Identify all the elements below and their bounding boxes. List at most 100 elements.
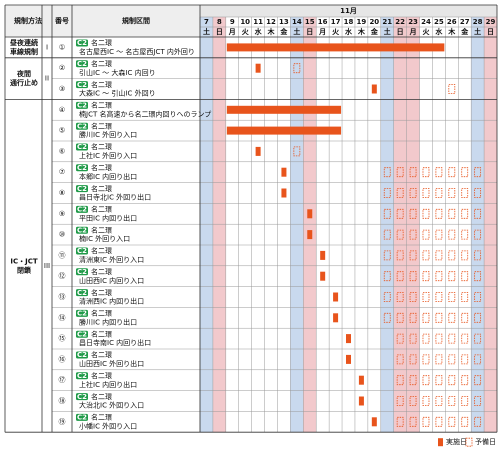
weekday-label: 月 [228, 28, 236, 36]
road-name: 名二環 [91, 371, 112, 380]
reserve-day [435, 271, 443, 282]
route-label: C2 [77, 226, 87, 234]
reserve-day [461, 188, 469, 198]
actual-day [346, 334, 351, 344]
row-number: ⑥ [59, 147, 65, 155]
reserve-day [461, 167, 469, 178]
weekday-label: 金 [460, 27, 469, 36]
day-label: 25 [434, 18, 444, 26]
actual-day [358, 375, 364, 385]
reserve-day [474, 396, 482, 406]
reserve-day [474, 354, 482, 365]
header-section: 規制区間 [122, 16, 150, 25]
reserve-day [396, 208, 404, 219]
route-badge [76, 393, 88, 401]
reserve-day [474, 167, 482, 178]
reserve-day [474, 208, 482, 219]
legend-reserve: 予備日 [475, 437, 496, 446]
reserve-day [474, 188, 482, 198]
weekday-label: 土 [203, 27, 210, 36]
road-name: 名二環 [91, 413, 112, 422]
section-name: 名古屋西IC ～ 名古屋西JCT 内外回り [79, 47, 195, 56]
group-numeral: II [45, 75, 49, 83]
route-badge [76, 372, 88, 380]
route-badge [76, 289, 88, 297]
reserve-day [383, 271, 391, 282]
route-badge [76, 205, 88, 213]
reserve-day [448, 312, 456, 323]
reserve-day [435, 292, 443, 302]
weekday-label: 日 [306, 28, 313, 36]
route-badge [76, 143, 88, 151]
road-name: 名二環 [91, 205, 112, 214]
section-name: 清洲西IC 内回り出口 [79, 297, 144, 306]
reserve-day [435, 250, 443, 261]
route-badge [76, 39, 88, 47]
route-label: C2 [77, 143, 87, 151]
reserve-day [396, 250, 404, 261]
reserve-day [409, 229, 417, 240]
weekday-label: 金 [279, 27, 288, 36]
reserve-day [461, 312, 469, 323]
reserve-day [396, 312, 404, 323]
weekday-label: 日 [397, 28, 404, 36]
reserve-day [396, 333, 404, 344]
group-label: IC・JCT [10, 257, 37, 265]
reserve-day [435, 416, 443, 427]
reserve-day [422, 167, 430, 178]
day-label: 13 [279, 18, 289, 26]
reserve-day [383, 312, 391, 323]
section-name: 大治北IC 外回り入口 [79, 401, 144, 410]
day-label: 14 [292, 18, 302, 26]
route-label: C2 [77, 310, 87, 318]
reserve-day [422, 333, 430, 344]
reserve-day [396, 167, 404, 178]
reserve-day [409, 271, 417, 282]
reserve-day [396, 271, 404, 282]
reserve-day [461, 271, 469, 282]
reserve-day [409, 167, 417, 178]
section-name: 小幡IC 外回り入口 [79, 421, 137, 430]
road-name: 名二環 [91, 38, 112, 47]
actual-day [333, 313, 339, 323]
day-label: 26 [447, 18, 457, 26]
section-name: 勝川IC 内回り出口 [79, 317, 137, 326]
row-number: ⑭ [59, 314, 66, 322]
reserve-day [461, 250, 469, 261]
reserve-day [448, 229, 456, 240]
reserve-day [448, 208, 456, 219]
route-badge [76, 185, 88, 193]
reserve-day [383, 188, 391, 198]
row-number: ⑬ [59, 293, 66, 301]
section-name: 昌日寺北IC 外回り出口 [79, 193, 151, 202]
group-label: 通行止め [10, 78, 38, 87]
road-name: 名二環 [91, 163, 112, 172]
day-label: 24 [421, 18, 431, 26]
reserve-day [422, 250, 430, 261]
reserve-day [422, 416, 430, 427]
actual-day [307, 209, 313, 219]
reserve-day [396, 188, 404, 198]
reserve-day [409, 250, 417, 261]
route-label: C2 [77, 268, 87, 276]
actual-day [255, 63, 261, 73]
day-label: 28 [473, 18, 483, 26]
route-badge [76, 60, 88, 68]
reserve-day [448, 188, 456, 198]
reserve-day [409, 312, 417, 323]
reserve-day [474, 229, 482, 240]
actual-day [371, 84, 377, 94]
header-number: 番号 [54, 16, 69, 25]
left-header-bg [5, 5, 200, 37]
route-label: C2 [77, 372, 87, 380]
route-badge [76, 122, 88, 130]
weekday-label: 水 [435, 27, 443, 36]
reserve-day [448, 354, 456, 365]
reserve-day [474, 312, 482, 323]
day-label: 20 [369, 18, 379, 26]
day-label: 11 [253, 18, 263, 26]
actual-day [281, 167, 287, 177]
actual-day [346, 354, 351, 364]
route-badge [76, 226, 88, 234]
row-number: ⑨ [59, 210, 65, 218]
